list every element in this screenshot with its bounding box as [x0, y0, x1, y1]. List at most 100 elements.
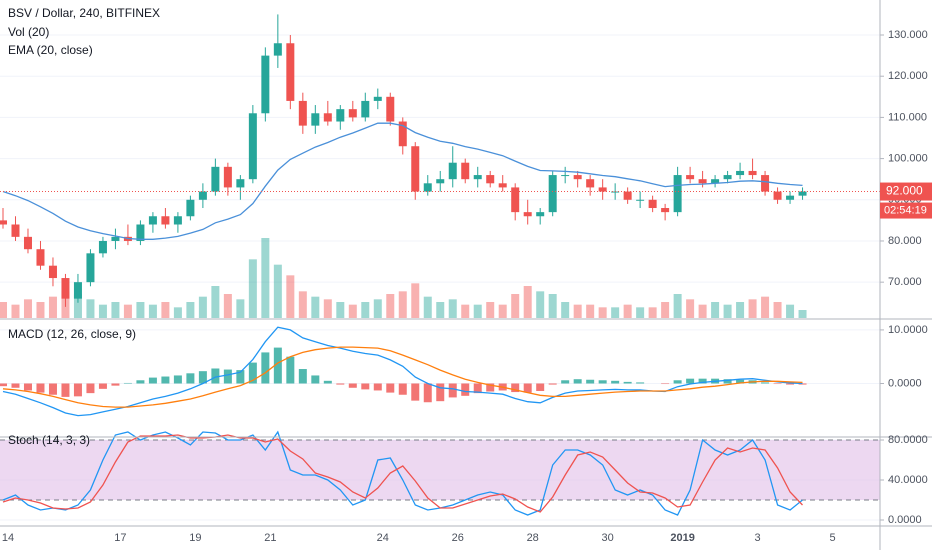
chart-title: BSV / Dollar, 240, BITFINEX [8, 6, 160, 20]
volume-bar [86, 299, 95, 318]
volume-bar [548, 294, 557, 318]
y-tick-label: 80.000 [888, 235, 922, 247]
volume-bar [111, 302, 120, 318]
macd-histogram-bar [48, 383, 57, 395]
candle-body [736, 170, 745, 176]
candle-body [586, 179, 595, 188]
volume-bar [311, 296, 320, 318]
candle-body [398, 121, 407, 147]
macd-histogram-bar [686, 378, 695, 384]
volume-bar [173, 307, 182, 318]
countdown-tag [880, 202, 932, 219]
volume-bar [561, 302, 570, 318]
volume-bar [261, 238, 270, 318]
candle-body [223, 166, 232, 188]
volume-bar [473, 304, 482, 318]
candle-body [36, 249, 45, 266]
candle-body [373, 96, 382, 101]
candle-body [336, 109, 345, 122]
volume-bar [761, 296, 770, 318]
volume-bar [736, 302, 745, 318]
y-tick-label: 80.0000 [888, 434, 928, 446]
candle-body [648, 199, 657, 209]
macd-histogram-bar [386, 383, 395, 393]
volume-bar [573, 304, 582, 318]
volume-bar [611, 307, 620, 318]
volume-bar [523, 286, 532, 318]
volume-bar [486, 302, 495, 318]
macd-histogram-bar [786, 383, 795, 385]
volume-bar [673, 294, 682, 318]
x-tick-label: 5 [829, 532, 835, 544]
macd-histogram-bar [0, 383, 7, 387]
y-tick-label: 0.0000 [888, 377, 922, 389]
volume-bar [786, 304, 795, 318]
candle-body [548, 175, 557, 213]
candle-body [11, 224, 20, 237]
candle-body [236, 179, 245, 188]
volume-bar [336, 302, 345, 318]
x-tick-label: 26 [452, 532, 464, 544]
macd-histogram-bar [611, 380, 620, 384]
countdown: 02:54:19 [884, 204, 927, 216]
marks [0, 14, 880, 516]
macd-histogram-bar [373, 383, 382, 391]
volume-bar [648, 307, 657, 318]
candle-body [111, 236, 120, 241]
macd-histogram-bar [236, 370, 245, 384]
signal-line [2, 346, 803, 408]
macd-histogram-bar [348, 383, 357, 388]
volume-bar [686, 299, 695, 318]
indicator-label: Vol (20) [8, 25, 49, 39]
volume-bar [623, 304, 632, 318]
macd-histogram-bar [161, 376, 170, 384]
macd-histogram-bar [461, 383, 470, 396]
candle-body [23, 236, 32, 250]
macd-histogram-bar [448, 383, 457, 398]
macd-histogram-bar [523, 383, 532, 393]
macd-histogram-bar [698, 378, 707, 384]
volume-bar [798, 310, 807, 318]
macd-histogram-bar [61, 383, 70, 397]
volume-bar [636, 307, 645, 318]
volume-bar [711, 302, 720, 318]
macd-histogram-bar [11, 383, 20, 388]
macd-histogram-bar [436, 383, 445, 402]
candle-body [711, 179, 720, 184]
volume-bar [411, 283, 420, 318]
macd-histogram-bar [198, 371, 207, 384]
candle-body [273, 43, 282, 56]
macd-histogram-bar [286, 356, 295, 384]
volume-bar [511, 294, 520, 318]
candle-body [623, 191, 632, 200]
macd-line [2, 326, 803, 417]
volume-bar [398, 291, 407, 318]
macd-histogram-bar [736, 379, 745, 384]
macd-histogram-bar [273, 347, 282, 384]
volume-bar [536, 291, 545, 318]
candle-body [448, 162, 457, 180]
macd-histogram-bar [173, 375, 182, 384]
macd-histogram-bar [673, 380, 682, 384]
volume-bar [498, 304, 507, 318]
volume-bar [586, 304, 595, 318]
candle-body [248, 113, 257, 180]
candle-body [198, 191, 207, 200]
macd-histogram-bar [411, 383, 420, 401]
macd-histogram-bar [798, 383, 807, 385]
volume-bar [348, 304, 357, 318]
macd-histogram-bar [23, 383, 32, 391]
volume-bar [186, 302, 195, 318]
macd-histogram-bar [261, 352, 270, 384]
x-tick-label: 3 [755, 532, 761, 544]
x-tick-label: 21 [264, 532, 276, 544]
macd-histogram-bar [573, 379, 582, 384]
macd-histogram-bar [73, 383, 82, 397]
candle-body [773, 191, 782, 200]
volume-bar [236, 299, 245, 318]
y-tick-label: 100.000 [888, 152, 928, 164]
volume-bar [248, 259, 257, 318]
candle-body [161, 216, 170, 225]
candle-body [798, 191, 807, 196]
macd-histogram-bar [223, 369, 232, 384]
